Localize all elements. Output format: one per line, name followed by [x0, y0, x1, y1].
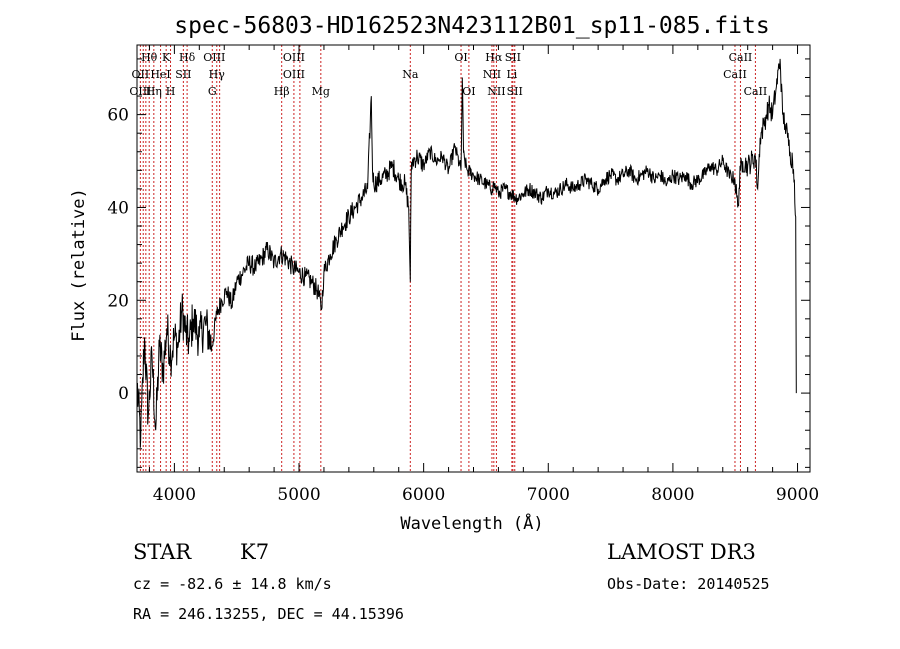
spectral-line-label: OII	[132, 68, 150, 81]
y-tick-label: 40	[107, 198, 129, 218]
spectral-line-label: CaII	[723, 68, 747, 81]
redshift-velocity: cz = -82.6 ± 14.8 km/s	[133, 575, 332, 593]
observation-date: Obs-Date: 20140525	[607, 575, 770, 593]
spectral-line-label: Hβ	[274, 85, 290, 98]
spectral-line-label: NII	[483, 68, 501, 81]
spectral-line-label: HeI	[150, 68, 170, 81]
spectral-line-label: CaII	[744, 85, 768, 98]
spectral-line-label: SII	[507, 85, 523, 98]
spectral-line-label: OI	[454, 51, 467, 64]
spectral-subclass: K7	[240, 540, 269, 564]
spectral-line-label: G	[208, 85, 217, 98]
spectral-line-label: OIII	[129, 85, 151, 98]
spectral-line-label: Hα	[485, 51, 503, 64]
sky-coordinates: RA = 246.13255, DEC = 44.15396	[133, 605, 404, 623]
y-axis-label: Flux (relative)	[69, 188, 89, 342]
spectral-line-markers	[139, 45, 756, 472]
spectral-line-label: SII	[175, 68, 191, 81]
x-axis-label: Wavelength (Å)	[400, 512, 543, 534]
spectral-line-label: CaII	[729, 51, 753, 64]
x-tick-label: 6000	[402, 485, 445, 505]
spectral-line-label: SII	[505, 51, 521, 64]
spectral-line-label: OIII	[283, 68, 305, 81]
spectral-line-label: Hδ	[179, 51, 196, 64]
x-tick-label: 9000	[776, 485, 819, 505]
survey-name: LAMOST DR3	[607, 540, 756, 564]
spectral-line-label: NII	[487, 85, 505, 98]
spectral-line-label: OIII	[283, 51, 305, 64]
x-tick-label: 8000	[651, 485, 694, 505]
spectrum-series	[136, 58, 797, 448]
x-tick-label: 7000	[527, 485, 570, 505]
y-tick-label: 0	[118, 384, 129, 404]
plot-axes: 4000 5000 6000 7000 8000 9000 0 20 40 60	[107, 44, 819, 505]
y-tick-label: 60	[107, 106, 129, 126]
x-tick-label: 5000	[277, 485, 320, 505]
chart-title: spec-56803-HD162523N423112B01_sp11-085.f…	[174, 13, 769, 39]
spectral-line-label: K	[162, 51, 171, 64]
spectral-line-label: Na	[402, 68, 419, 81]
spectrum-line	[136, 58, 797, 448]
spectral-line-label: Hθ	[141, 51, 158, 64]
spectral-line-label: OI	[462, 85, 475, 98]
spectral-line-label: Hγ	[209, 68, 226, 81]
spectral-line-label: Mg	[312, 85, 330, 98]
plot-frame	[136, 44, 811, 473]
object-class: STAR	[133, 540, 192, 564]
spectral-line-label: H	[166, 85, 176, 98]
y-tick-label: 20	[107, 291, 129, 311]
spectral-line-label: OIII	[203, 51, 225, 64]
x-tick-label: 4000	[153, 485, 196, 505]
spectral-line-label: Li	[506, 68, 517, 81]
spectral-line-label: Hη	[146, 85, 162, 98]
